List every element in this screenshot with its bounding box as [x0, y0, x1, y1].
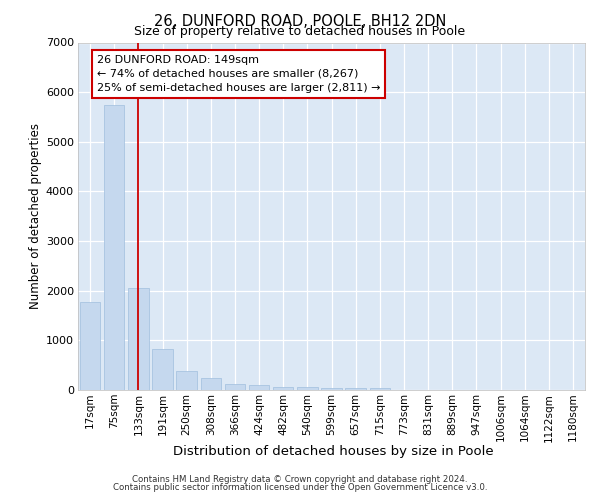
Text: Distribution of detached houses by size in Poole: Distribution of detached houses by size … [173, 444, 493, 458]
Bar [273, 386, 293, 390]
Y-axis label: Number of detached properties: Number of detached properties [29, 123, 41, 309]
Text: Contains HM Land Registry data © Crown copyright and database right 2024.: Contains HM Land Registry data © Crown c… [132, 475, 468, 484]
Bar [104, 104, 124, 390]
Text: 26, DUNFORD ROAD, POOLE, BH12 2DN: 26, DUNFORD ROAD, POOLE, BH12 2DN [154, 14, 446, 29]
Bar [346, 388, 366, 390]
Bar [128, 288, 149, 390]
Bar [152, 349, 173, 390]
Bar [249, 384, 269, 390]
Bar [80, 302, 100, 390]
Text: 26 DUNFORD ROAD: 149sqm
← 74% of detached houses are smaller (8,267)
25% of semi: 26 DUNFORD ROAD: 149sqm ← 74% of detache… [97, 55, 380, 93]
Text: Size of property relative to detached houses in Poole: Size of property relative to detached ho… [134, 25, 466, 38]
Bar [370, 388, 390, 390]
Bar [200, 378, 221, 390]
Bar [321, 388, 342, 390]
Text: Contains public sector information licensed under the Open Government Licence v3: Contains public sector information licen… [113, 483, 487, 492]
Bar [224, 384, 245, 390]
Bar [176, 371, 197, 390]
Bar [297, 386, 317, 390]
